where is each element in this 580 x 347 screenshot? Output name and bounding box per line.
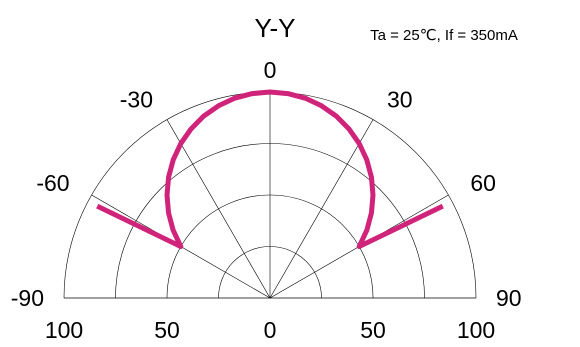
radial-label-center-0: 0 <box>264 317 277 343</box>
radial-label-right-50: 50 <box>360 317 386 343</box>
grid-spoke-m30 <box>166 119 271 299</box>
radial-label-right-100: 100 <box>457 317 495 343</box>
radial-label-left-100: 100 <box>45 317 83 343</box>
angle-label-m30: -30 <box>120 87 153 113</box>
angle-label-60: 60 <box>470 170 496 196</box>
radial-label-left-50: 50 <box>154 317 180 343</box>
series-line-0 <box>96 89 444 249</box>
polar-grid <box>63 91 477 299</box>
series-layer <box>96 89 444 249</box>
grid-spoke-30 <box>269 119 374 299</box>
angle-label-m60: -60 <box>36 170 69 196</box>
angle-label-30: 30 <box>387 87 413 113</box>
angle-label-m90: -90 <box>11 285 44 311</box>
test-conditions: Ta = 25℃, If = 350mA <box>370 27 518 44</box>
chart-title: Y-Y <box>255 13 296 43</box>
angle-label-90: 90 <box>496 285 522 311</box>
angle-label-0: 0 <box>264 57 277 83</box>
